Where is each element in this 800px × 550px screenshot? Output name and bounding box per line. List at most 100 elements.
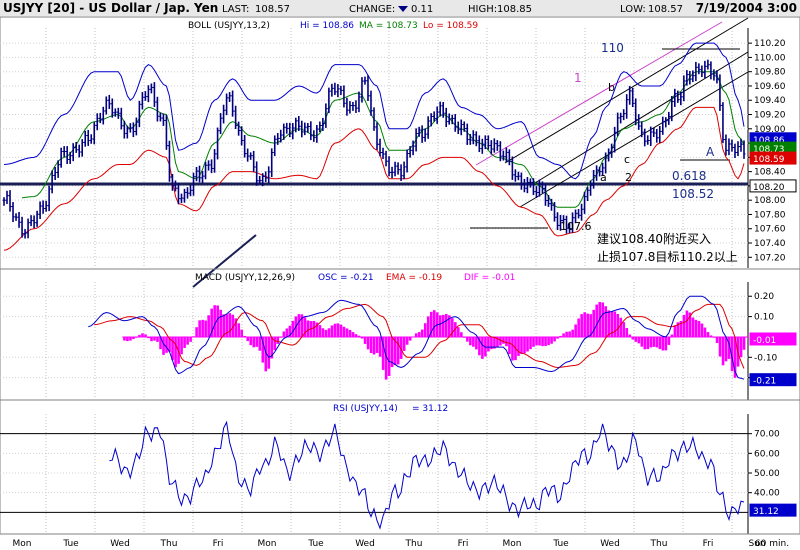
macd-histogram-bar — [351, 332, 355, 337]
macd-histogram-bar — [168, 336, 171, 352]
y-tick-label: 107.40 — [754, 239, 786, 249]
macd-histogram-bar — [258, 336, 262, 351]
macd-panel: MACD (USJYY,12,26,9) OSC = -0.21 EMA = -… — [0, 268, 800, 401]
advice-line-1: 建议108.40附近买入 — [597, 232, 711, 246]
macd-histogram-bar — [300, 314, 304, 337]
last-value-text: -0.21 — [753, 377, 776, 387]
macd-histogram-bar — [682, 314, 686, 337]
macd-histogram-bar — [378, 336, 382, 357]
macd-histogram-bar — [451, 318, 454, 337]
macd-histogram-bar — [580, 314, 583, 337]
time-axis-label: Thu — [160, 539, 178, 549]
macd-histogram-bar — [607, 310, 611, 337]
macd-histogram-bar — [502, 336, 505, 344]
macd-histogram-bar — [673, 325, 677, 337]
y-tick-label: 107.20 — [754, 253, 786, 263]
bollinger-upper-line — [3, 42, 745, 180]
rsi-last-value-labels: 31.12 — [749, 503, 797, 517]
macd-histogram-bar — [225, 314, 229, 337]
macd-histogram-bar — [544, 336, 547, 346]
macd-histogram-bar — [336, 323, 340, 337]
macd-histogram-bar — [490, 336, 493, 350]
macd-histogram-bar — [261, 336, 265, 363]
y-tick-label: 108.40 — [754, 168, 786, 178]
y-tick-label: 110.00 — [754, 53, 786, 63]
macd-histogram-bar — [661, 336, 665, 351]
macd-histogram-bar — [381, 336, 385, 370]
macd-histogram-bar — [493, 336, 496, 349]
last-value-text: 108.20 — [753, 183, 785, 193]
macd-histogram-bar — [216, 305, 219, 337]
macd-histogram-bar — [423, 323, 427, 337]
macd-session-grid — [45, 282, 733, 398]
macd-histogram-bar — [529, 336, 532, 350]
last-value-box — [749, 151, 797, 165]
macd-histogram-bar — [643, 336, 647, 350]
macd-histogram-bar — [255, 336, 259, 347]
macd-histogram-bar — [595, 304, 599, 337]
macd-histogram-bar — [288, 325, 292, 337]
boll-legend-ma: MA = 108.73 — [359, 21, 418, 31]
macd-histogram-bar — [408, 336, 412, 341]
rsi-path — [109, 420, 745, 530]
rsi-legend-prefix: RSI (USJYY,14) — [333, 404, 398, 414]
macd-histogram-bar — [685, 310, 689, 337]
macd-histogram-bar — [640, 336, 644, 347]
time-axis: Mon Tue Wed Thu Fri Mon Tue Wed Thu Fri Mon Tue Wed T… — [0, 533, 800, 550]
macd-histogram-bar — [730, 336, 734, 372]
last-value-box — [749, 503, 797, 517]
macd-histogram-bar — [715, 336, 719, 344]
macd-histogram-bar — [393, 336, 397, 366]
macd-histogram-bar — [375, 336, 379, 353]
macd-histogram-bar — [706, 332, 710, 337]
macd-histogram-bar — [619, 317, 623, 337]
macd-histogram-bar — [426, 316, 430, 337]
macd-histogram-bar — [330, 325, 334, 337]
y-tick-label: 70.00 — [754, 430, 780, 440]
y-tick-label: -0.10 — [754, 353, 778, 363]
last-value-text: 108.73 — [753, 145, 785, 155]
y-tick-label: 109.80 — [754, 68, 786, 78]
time-axis-label: Mon — [258, 539, 277, 549]
last-value-text: 31.12 — [753, 507, 779, 517]
time-axis-label: Tue — [62, 539, 79, 549]
macd-histogram-bar — [306, 320, 310, 337]
time-axis-label: Thu — [405, 539, 423, 549]
boll-legend-lo: Lo = 108.59 — [423, 21, 478, 31]
macd-histogram-bar — [721, 336, 725, 366]
macd-histogram-bar — [739, 336, 743, 358]
macd-histogram-bar — [150, 336, 153, 342]
macd-histogram-bar — [312, 320, 316, 337]
macd-histogram-bar — [574, 324, 577, 337]
macd-histogram-bar — [414, 333, 418, 337]
macd-histogram-bar — [219, 309, 222, 337]
macd-histogram-bar — [132, 336, 135, 340]
macd-histogram-bar — [234, 318, 238, 337]
macd-histogram-bar — [535, 336, 538, 346]
macd-histogram-bar — [438, 315, 442, 337]
macd-histogram-bar — [372, 336, 376, 355]
rsi-panel: RSI (USJYY,14) = 31.12 70.00 60.00 50.00 40… — [0, 399, 800, 535]
time-axis-label: Mon — [503, 539, 522, 549]
macd-histogram-bar — [237, 323, 241, 337]
macd-histogram-bar — [562, 333, 565, 337]
macd-histogram-bar — [174, 336, 177, 368]
macd-histogram-bar — [664, 336, 668, 351]
macd-histogram-bar — [420, 329, 424, 337]
y-tick-label: 40.00 — [754, 489, 780, 499]
macd-histogram-bar — [195, 327, 198, 337]
bollinger-lower-band — [3, 106, 745, 251]
macd-histogram-bar — [327, 328, 331, 337]
macd-histogram-bar — [210, 308, 213, 337]
price-panel: BOLL (USJYY,13,2) Hi = 108.86 MA = 108.7… — [0, 16, 800, 288]
macd-histogram-bar — [508, 336, 511, 355]
macd-histogram-bar — [679, 320, 683, 337]
y-tick-label: 50.00 — [754, 469, 780, 479]
last-value-box — [749, 179, 797, 193]
macd-histogram-bar — [333, 323, 337, 337]
macd-histogram-bar — [297, 314, 301, 337]
macd-histogram-bar — [126, 336, 129, 342]
y-tick-label: 60.00 — [754, 449, 780, 459]
